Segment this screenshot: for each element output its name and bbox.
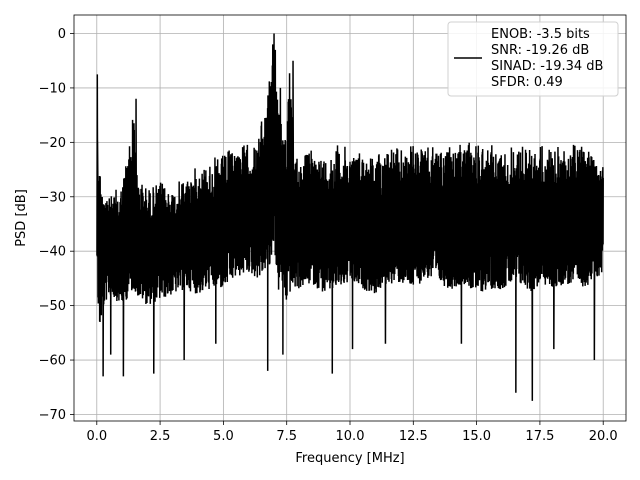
y-axis-label: PSD [dB] bbox=[14, 189, 29, 247]
legend-entry-snr: SNR: -19.26 dB bbox=[491, 43, 589, 58]
y-tick-label: −40 bbox=[39, 245, 66, 260]
x-axis-ticks: 0.0 2.5 5.0 7.5 10.0 12.5 15.0 17.5 20.0 bbox=[86, 421, 618, 444]
legend-entry-sinad: SINAD: -19.34 dB bbox=[491, 59, 603, 74]
x-tick-label: 17.5 bbox=[525, 429, 554, 444]
y-tick-label: −30 bbox=[39, 190, 66, 205]
psd-trace bbox=[96, 33, 604, 401]
legend-entry-enob: ENOB: -3.5 bits bbox=[491, 27, 590, 42]
y-tick-label: −50 bbox=[39, 299, 66, 314]
x-tick-label: 2.5 bbox=[150, 429, 171, 444]
x-tick-label: 12.5 bbox=[399, 429, 428, 444]
y-tick-label: 0 bbox=[58, 27, 66, 42]
y-tick-label: −60 bbox=[39, 354, 66, 369]
psd-trace-group bbox=[96, 33, 604, 401]
x-tick-label: 5.0 bbox=[213, 429, 234, 444]
x-tick-label: 0.0 bbox=[86, 429, 107, 444]
y-tick-label: −70 bbox=[39, 408, 66, 423]
legend: ENOB: -3.5 bits SNR: -19.26 dB SINAD: -1… bbox=[447, 21, 619, 97]
x-tick-label: 10.0 bbox=[336, 429, 365, 444]
y-axis-ticks: 0 −10 −20 −30 −40 −50 −60 −70 bbox=[39, 27, 74, 423]
legend-entry-sfdr: SFDR: 0.49 bbox=[491, 75, 563, 90]
x-tick-label: 20.0 bbox=[589, 429, 618, 444]
y-tick-label: −20 bbox=[39, 136, 66, 151]
x-axis-label: Frequency [MHz] bbox=[295, 451, 404, 466]
x-tick-label: 15.0 bbox=[462, 429, 491, 444]
legend-box bbox=[447, 21, 619, 97]
x-tick-label: 7.5 bbox=[276, 429, 297, 444]
y-tick-label: −10 bbox=[39, 81, 66, 96]
